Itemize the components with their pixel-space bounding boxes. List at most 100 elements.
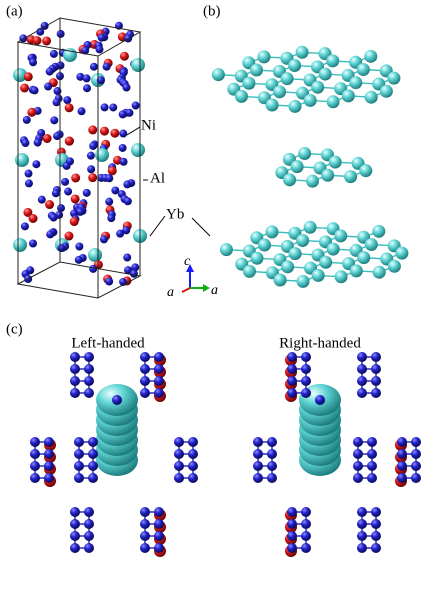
atom bbox=[353, 461, 363, 471]
atom bbox=[50, 116, 58, 124]
atom bbox=[258, 239, 271, 252]
atom bbox=[411, 437, 421, 447]
atom bbox=[84, 388, 94, 398]
atom bbox=[411, 473, 421, 483]
atom bbox=[89, 265, 97, 273]
atom bbox=[87, 152, 95, 160]
atom bbox=[103, 63, 111, 71]
atom bbox=[253, 461, 263, 471]
atom bbox=[100, 127, 109, 136]
atom bbox=[267, 461, 277, 471]
caption: Left-handed bbox=[71, 335, 145, 351]
atom bbox=[20, 83, 29, 92]
atom bbox=[312, 269, 325, 282]
atom bbox=[367, 437, 377, 447]
atom bbox=[70, 352, 80, 362]
atom bbox=[315, 395, 325, 405]
atom bbox=[84, 376, 94, 386]
atom bbox=[124, 197, 132, 205]
atom bbox=[25, 170, 33, 178]
atom bbox=[30, 473, 40, 483]
atom bbox=[365, 238, 378, 251]
atom bbox=[140, 364, 150, 374]
atom bbox=[287, 364, 297, 374]
atom bbox=[371, 543, 381, 553]
atom bbox=[253, 473, 263, 483]
atom-label: Yb bbox=[166, 206, 184, 222]
atom bbox=[188, 437, 198, 447]
atom bbox=[44, 461, 54, 471]
atom bbox=[357, 531, 367, 541]
atom bbox=[301, 376, 311, 386]
atom bbox=[380, 85, 393, 98]
atom bbox=[71, 194, 80, 203]
atom bbox=[306, 175, 319, 188]
atom bbox=[25, 179, 33, 187]
atom bbox=[38, 196, 46, 204]
atom bbox=[274, 274, 287, 287]
atom bbox=[154, 531, 164, 541]
atom bbox=[89, 142, 97, 150]
atom bbox=[371, 388, 381, 398]
atom bbox=[95, 148, 109, 162]
atom bbox=[105, 278, 113, 286]
atom bbox=[235, 90, 248, 103]
atom bbox=[44, 473, 54, 483]
axis-label: a bbox=[211, 283, 218, 298]
atom bbox=[371, 507, 381, 517]
atom bbox=[395, 247, 408, 260]
atom-label: Ni bbox=[141, 117, 156, 133]
atom bbox=[243, 265, 256, 278]
atom bbox=[174, 449, 184, 459]
atom bbox=[61, 178, 69, 186]
atom bbox=[120, 158, 128, 166]
atom bbox=[140, 543, 150, 553]
atom bbox=[298, 147, 311, 160]
atom bbox=[32, 160, 40, 168]
atom bbox=[188, 461, 198, 471]
atom bbox=[250, 252, 263, 265]
atom bbox=[329, 156, 342, 169]
atom bbox=[267, 473, 277, 483]
atom bbox=[287, 543, 297, 553]
atom bbox=[21, 139, 29, 147]
atom bbox=[71, 173, 80, 182]
atom bbox=[154, 364, 164, 374]
atom bbox=[34, 139, 42, 147]
atom bbox=[367, 449, 377, 459]
atom bbox=[64, 188, 72, 196]
atom bbox=[367, 461, 377, 471]
atom bbox=[287, 507, 297, 517]
atom bbox=[174, 473, 184, 483]
atom bbox=[301, 364, 311, 374]
atom bbox=[88, 248, 102, 262]
atom bbox=[74, 437, 84, 447]
atom bbox=[83, 84, 91, 92]
atom bbox=[88, 473, 98, 483]
atom bbox=[253, 437, 263, 447]
atom bbox=[387, 72, 400, 85]
atom bbox=[353, 449, 363, 459]
atom bbox=[301, 531, 311, 541]
atom bbox=[353, 473, 363, 483]
atom bbox=[123, 254, 131, 262]
atom bbox=[13, 238, 27, 252]
atom bbox=[319, 256, 332, 269]
atom bbox=[44, 83, 52, 91]
atom bbox=[267, 437, 277, 447]
atom bbox=[83, 74, 91, 82]
panel-label: (b) bbox=[203, 3, 221, 19]
atom bbox=[132, 101, 140, 109]
atom bbox=[287, 519, 297, 529]
atom bbox=[90, 63, 98, 71]
atom bbox=[140, 376, 150, 386]
atom bbox=[120, 52, 129, 61]
atom bbox=[88, 437, 98, 447]
atom bbox=[304, 221, 317, 234]
atom bbox=[397, 461, 407, 471]
atom bbox=[74, 461, 84, 471]
atom bbox=[96, 45, 104, 53]
atom bbox=[326, 54, 339, 67]
atom bbox=[288, 59, 301, 72]
atom bbox=[327, 95, 340, 108]
